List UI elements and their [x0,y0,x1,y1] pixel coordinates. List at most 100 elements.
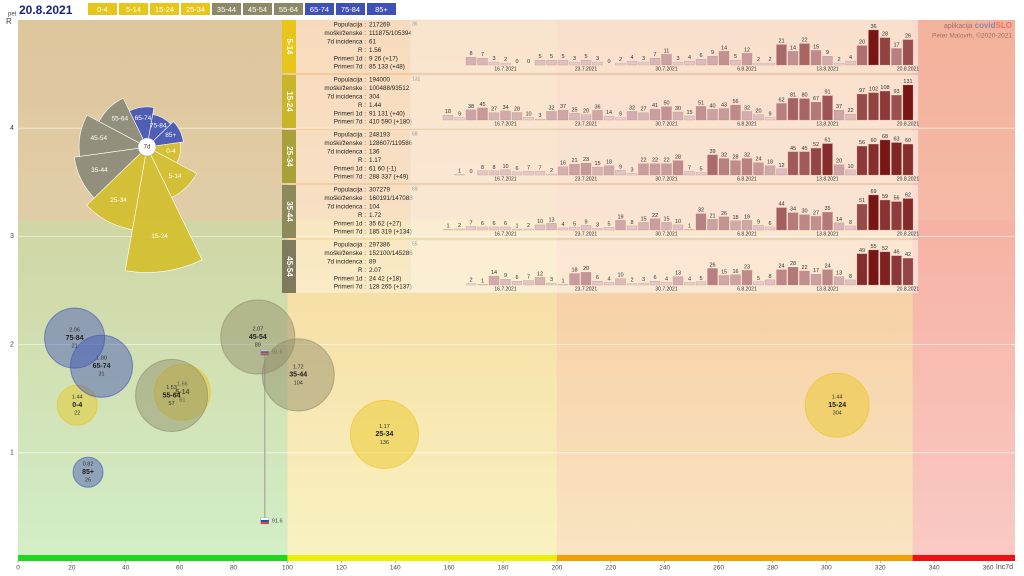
bar-label: 6 [515,166,518,172]
bar-label: 14 [836,217,842,223]
bar-label: 24 [755,157,761,163]
stat-label: Primeri 7d : [334,229,366,236]
bar-label: 14 [491,270,497,276]
bar-label: 18 [732,215,738,221]
bar [511,112,523,121]
bar [661,222,672,231]
bar [477,226,488,231]
bar [465,283,477,286]
bar-label: 22 [801,38,807,44]
bar-label: 32 [629,105,635,111]
bar [741,111,753,121]
bar-label: 22 [663,158,669,164]
bar [442,115,454,121]
bubble-inc: 22 [74,411,80,417]
stat-value: 104 [369,203,380,210]
bar-label: 3 [492,56,495,62]
stat-label: Populacija : [333,132,366,139]
bar [764,165,776,176]
bar-label: 9 [757,219,760,225]
bar-label: 51 [698,100,704,106]
date-label: 13.8.2021 [816,121,838,127]
bar-label: 10 [617,273,623,279]
bar-label: 3 [676,56,679,62]
bar-label: 32 [698,208,704,214]
bubble-name: 35-44 [289,372,307,379]
brand-slo: SLO [996,21,1012,30]
bar-label: 15 [594,161,600,167]
zone-bar [18,555,288,561]
bar-label: 21 [709,213,715,219]
bar-label: 26 [721,211,727,217]
legend-chip [150,3,179,15]
date-label: 6.8.2021 [737,231,757,237]
legend-label: 0-4 [97,5,108,14]
bar-label: 3 [630,167,633,173]
panel-stats-bg [296,20,410,73]
bar [776,269,787,286]
legend-label: 75-84 [341,5,360,14]
x-tick-label: 0 [16,565,20,572]
bar [879,139,891,176]
x-tick-label: 140 [390,565,401,572]
bar-label: 10 [675,219,681,225]
bar [730,160,741,176]
y-axis-label: R [6,17,12,26]
zone-tint [912,20,1015,555]
rose-label: 25-34 [110,197,127,204]
bar-label: 22 [640,158,646,164]
bar-label: 34 [790,207,796,213]
bar-label: 6 [481,221,484,227]
date-label: 30.7.2021 [655,121,677,127]
rose-petal [146,121,184,148]
bar [603,165,615,176]
bar [580,114,592,121]
bar [638,61,649,66]
stat-value: 111875/105394 [369,30,412,37]
bar [810,216,822,231]
bar [672,61,684,66]
bar-label: 0 [469,169,472,175]
bar-label: 4 [849,55,852,61]
bar [891,255,902,286]
bar-label: 13 [675,271,681,277]
bar-label: 7 [469,220,472,226]
panel-stats-bg [296,75,410,128]
bar-label: 12 [537,271,543,277]
bar [879,37,891,66]
bar [511,229,523,231]
bar-label: 15 [640,216,646,222]
date-label: 16.7.2021 [494,231,516,237]
bar [477,284,488,286]
x-tick-label: 360 [983,565,994,572]
bar-label: 5 [734,54,737,60]
bar-label: 4 [561,222,564,228]
legend-label: 25-34 [186,5,205,14]
bar [557,59,569,66]
stat-label: R : [358,157,366,164]
bubble-name: 0-4 [72,402,82,409]
bar [511,171,523,176]
bar-label: 10 [537,219,543,225]
bar-label: 49 [859,248,865,254]
bar [707,56,718,66]
bar-label: 6 [596,275,599,281]
bar-label: 4 [688,55,691,61]
bar [672,276,684,286]
stat-label: Populacija : [333,77,366,84]
bar [695,213,707,231]
bar [615,278,626,286]
bar-label: 9 [504,273,507,279]
legend-label: 55-64 [279,5,298,14]
bar [879,199,891,231]
bar [718,108,730,121]
bar-label: 14 [721,45,727,51]
bar-label: 1 [481,278,484,284]
legend-label: 85+ [375,5,388,14]
bar [833,109,845,121]
bar-label: 2 [504,57,507,63]
stat-value: 136 [369,148,380,155]
bar [603,227,615,231]
bar [500,226,511,231]
